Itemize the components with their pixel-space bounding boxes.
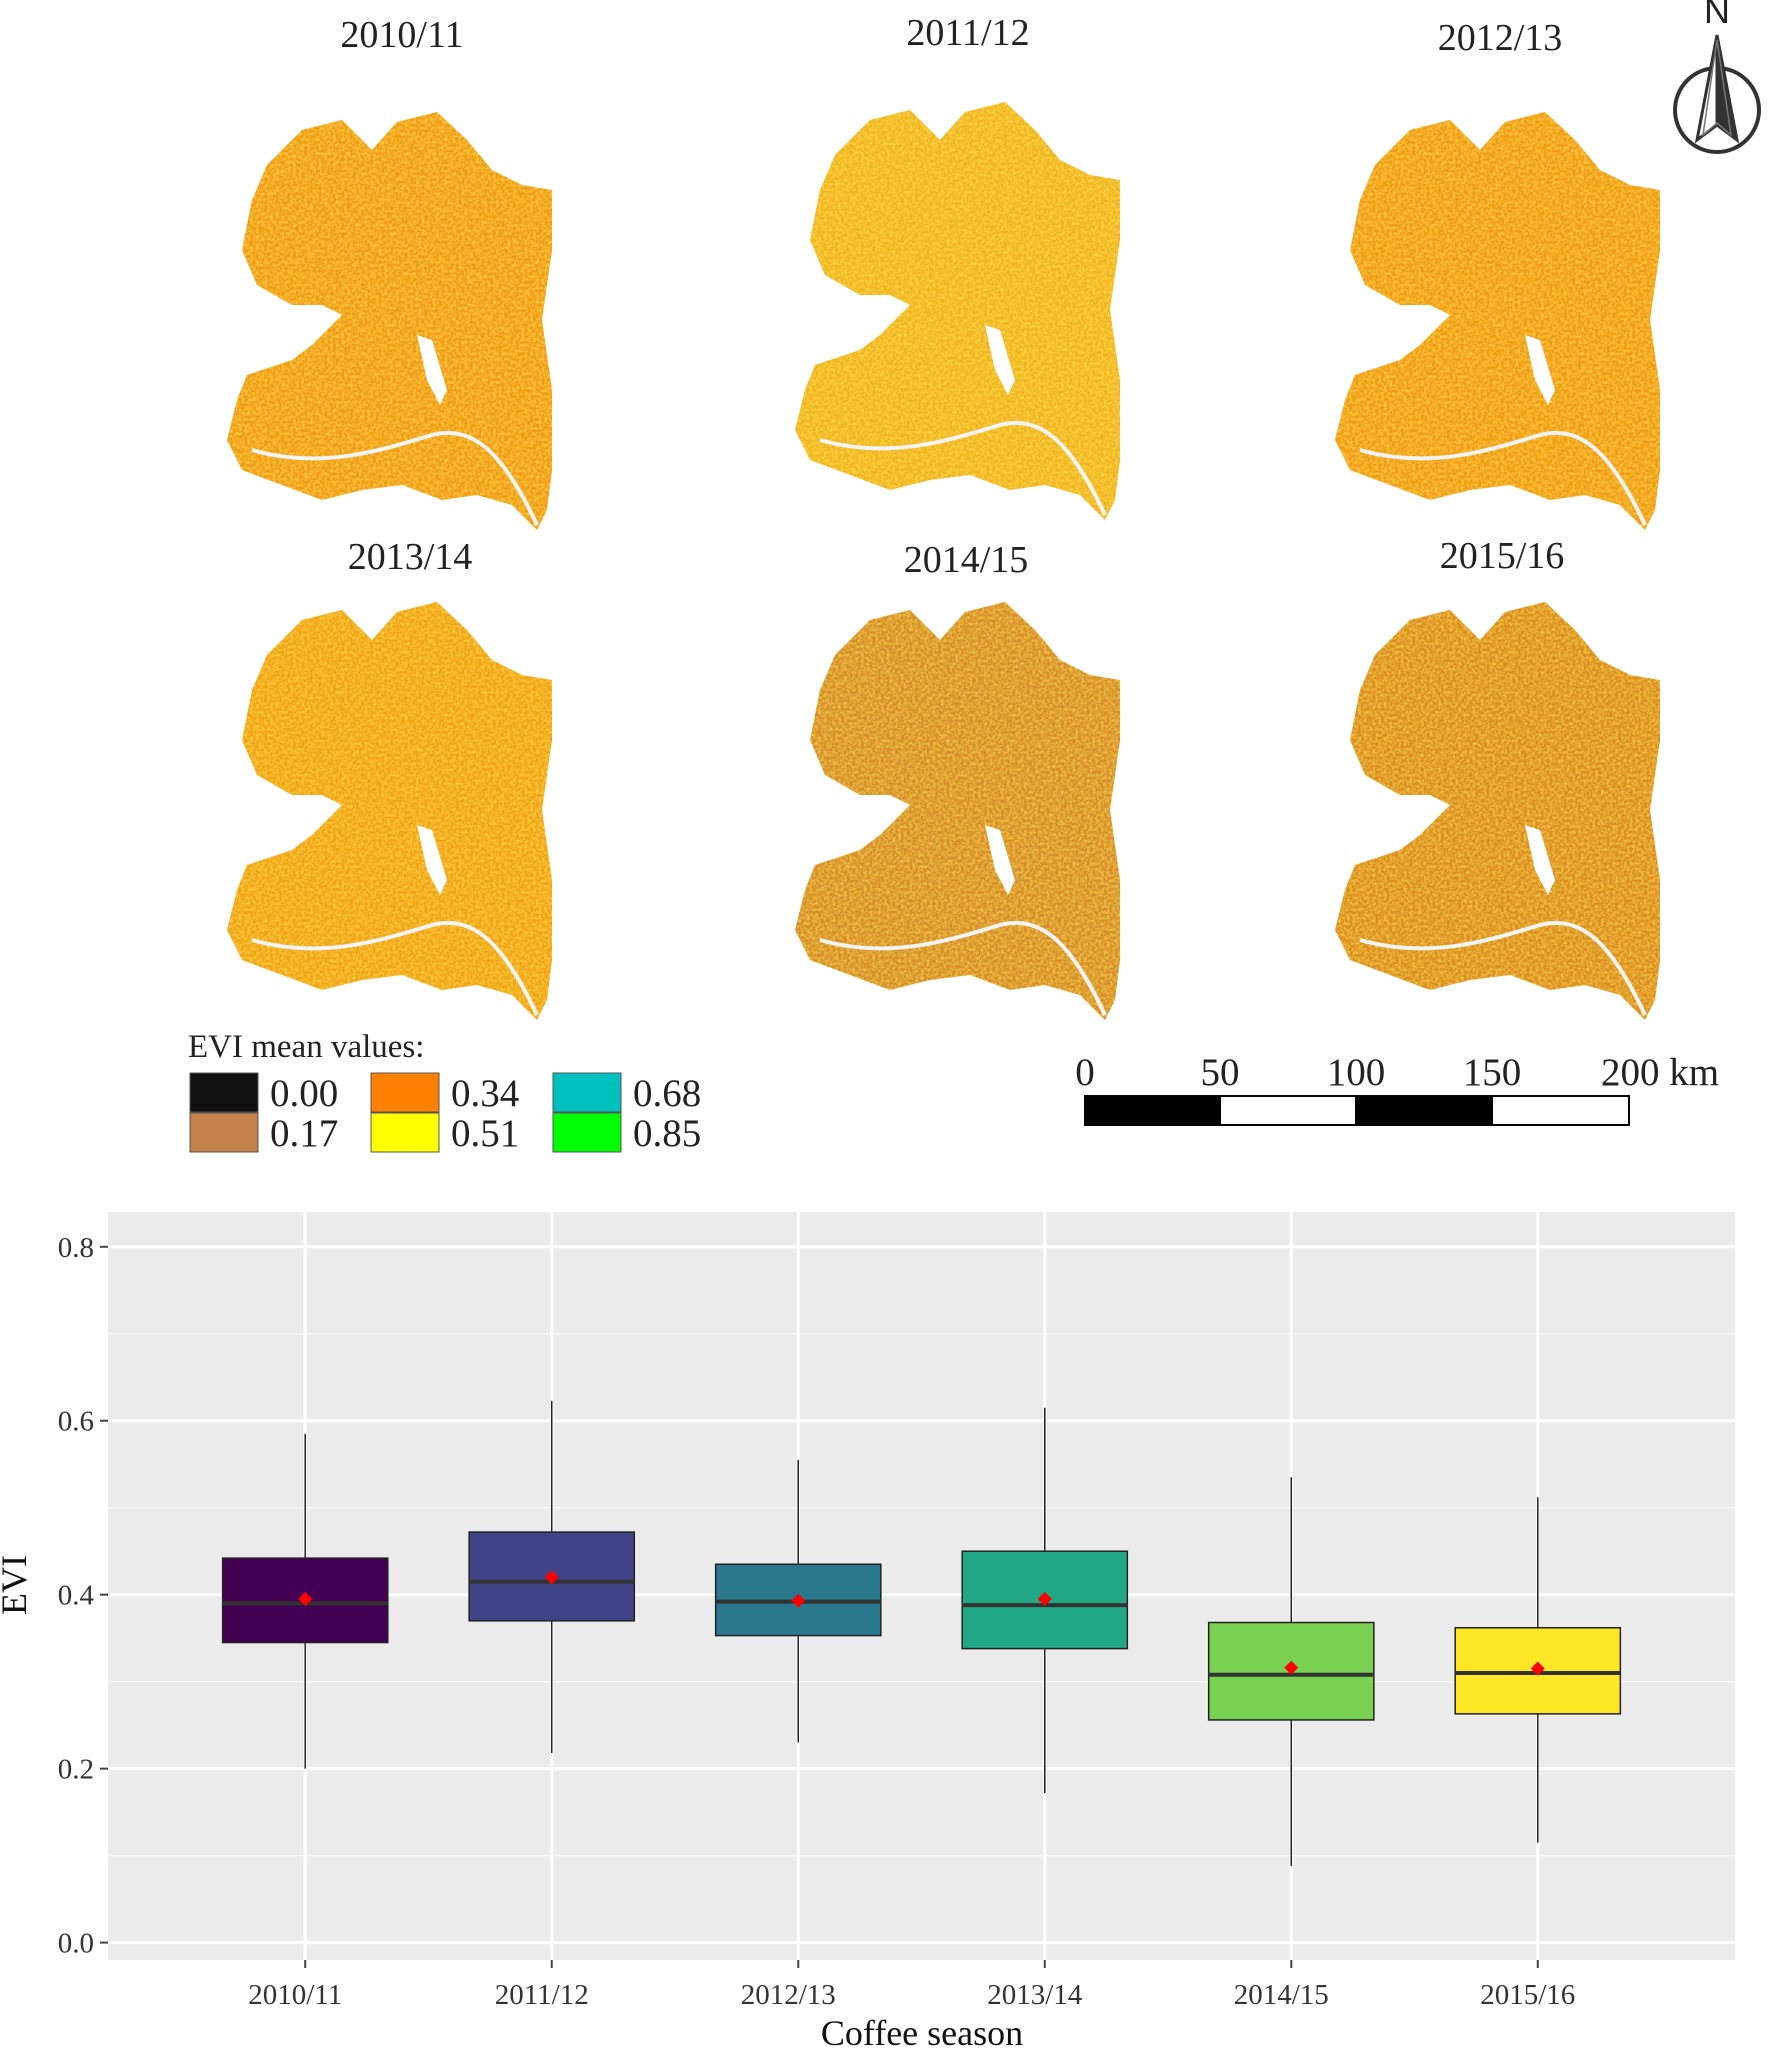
legend-swatch bbox=[552, 1112, 622, 1153]
map-title: 2012/13 bbox=[1438, 17, 1563, 59]
y-tick-label: 0.8 bbox=[58, 1232, 94, 1264]
region-map bbox=[227, 602, 552, 1020]
scale-label: 50 bbox=[1201, 1051, 1240, 1094]
scale-label: 150 bbox=[1463, 1051, 1522, 1094]
mean-marker bbox=[298, 1592, 313, 1607]
north-arrow: N bbox=[1673, 0, 1761, 154]
mean-marker bbox=[1530, 1661, 1545, 1676]
map-title: 2013/14 bbox=[348, 536, 473, 578]
map-panel: 2010/11 bbox=[227, 14, 552, 530]
map-panel: 2014/15 bbox=[795, 539, 1120, 1020]
x-tick-label: 2013/14 bbox=[987, 1979, 1083, 2011]
y-tick-label: 0.2 bbox=[58, 1754, 94, 1786]
legend-item: 0.85 bbox=[552, 1112, 701, 1155]
mean-marker bbox=[1037, 1592, 1052, 1607]
x-tick-label: 2012/13 bbox=[741, 1979, 836, 2011]
map-title: 2010/11 bbox=[340, 14, 463, 56]
legend-title: EVI mean values: bbox=[188, 1029, 424, 1065]
map-panel: 2012/13 bbox=[1335, 17, 1660, 530]
y-tick-label: 0.6 bbox=[58, 1406, 94, 1438]
north-arrow-label: N bbox=[1704, 0, 1730, 31]
box-2014-15 bbox=[1207, 1477, 1375, 1867]
scale-label: 200 km bbox=[1601, 1051, 1719, 1094]
scale-label: 0 bbox=[1075, 1051, 1095, 1094]
x-tick-label: 2011/12 bbox=[495, 1979, 589, 2011]
mean-marker bbox=[1284, 1660, 1299, 1675]
legend-item: 0.34 bbox=[370, 1072, 519, 1115]
region-map bbox=[1335, 602, 1660, 1020]
legend-item: 0.00 bbox=[189, 1072, 338, 1115]
legend-item: 0.51 bbox=[370, 1112, 519, 1155]
boxplot-chart: 0.0 0.2 0.4 0.6 0.8 2010/11 2011/12 2012/13 201… bbox=[0, 1212, 1735, 2050]
scale-bar: 0 50 100 150 200 km bbox=[1075, 1051, 1719, 1126]
map-panel: 2013/14 bbox=[227, 536, 552, 1020]
region-map bbox=[795, 102, 1120, 520]
y-axis-title: EVI bbox=[0, 1555, 34, 1615]
legend-label: 0.85 bbox=[633, 1112, 701, 1155]
legend-swatch bbox=[189, 1112, 259, 1153]
legend-item: 0.68 bbox=[552, 1072, 701, 1115]
y-tick-label: 0.4 bbox=[58, 1580, 95, 1612]
legend-label: 0.51 bbox=[451, 1112, 519, 1155]
map-panel: 2011/12 bbox=[795, 12, 1120, 520]
map-panels: 2010/11 2011/12 2012/13 2013/14 2014/15 2015/… bbox=[227, 12, 1660, 1020]
legend-swatch bbox=[552, 1072, 622, 1113]
map-legend: EVI mean values: 0.000.17 0.340.51 0.680.8… bbox=[188, 1029, 701, 1155]
x-axis-title: Coffee season bbox=[821, 2013, 1023, 2050]
x-tick-label: 2014/15 bbox=[1234, 1979, 1329, 2011]
legend-swatch bbox=[189, 1072, 259, 1113]
x-tick-label: 2010/11 bbox=[248, 1979, 342, 2011]
region-map bbox=[227, 112, 552, 530]
y-tick-label: 0.0 bbox=[58, 1928, 94, 1960]
mean-marker bbox=[544, 1570, 559, 1585]
legend-label: 0.00 bbox=[270, 1072, 338, 1115]
map-title: 2015/16 bbox=[1440, 535, 1565, 577]
legend-swatch bbox=[370, 1072, 440, 1113]
x-tick-label: 2015/16 bbox=[1480, 1979, 1575, 2011]
box-2012-13 bbox=[714, 1459, 882, 1743]
box-2010-11 bbox=[221, 1433, 389, 1769]
legend-label: 0.34 bbox=[451, 1072, 519, 1115]
region-map bbox=[1335, 112, 1660, 530]
map-title: 2014/15 bbox=[904, 539, 1029, 581]
legend-label: 0.68 bbox=[633, 1072, 701, 1115]
box-2013-14 bbox=[961, 1407, 1129, 1794]
map-title: 2011/12 bbox=[906, 12, 1029, 54]
legend-item: 0.17 bbox=[189, 1112, 338, 1155]
box-2015-16 bbox=[1454, 1497, 1622, 1843]
region-map bbox=[795, 602, 1120, 1020]
map-panel: 2015/16 bbox=[1335, 535, 1660, 1020]
scale-label: 100 bbox=[1327, 1051, 1386, 1094]
legend-swatch bbox=[370, 1112, 440, 1153]
box-2011-12 bbox=[468, 1400, 636, 1753]
legend-label: 0.17 bbox=[270, 1112, 338, 1155]
mean-marker bbox=[791, 1593, 806, 1608]
